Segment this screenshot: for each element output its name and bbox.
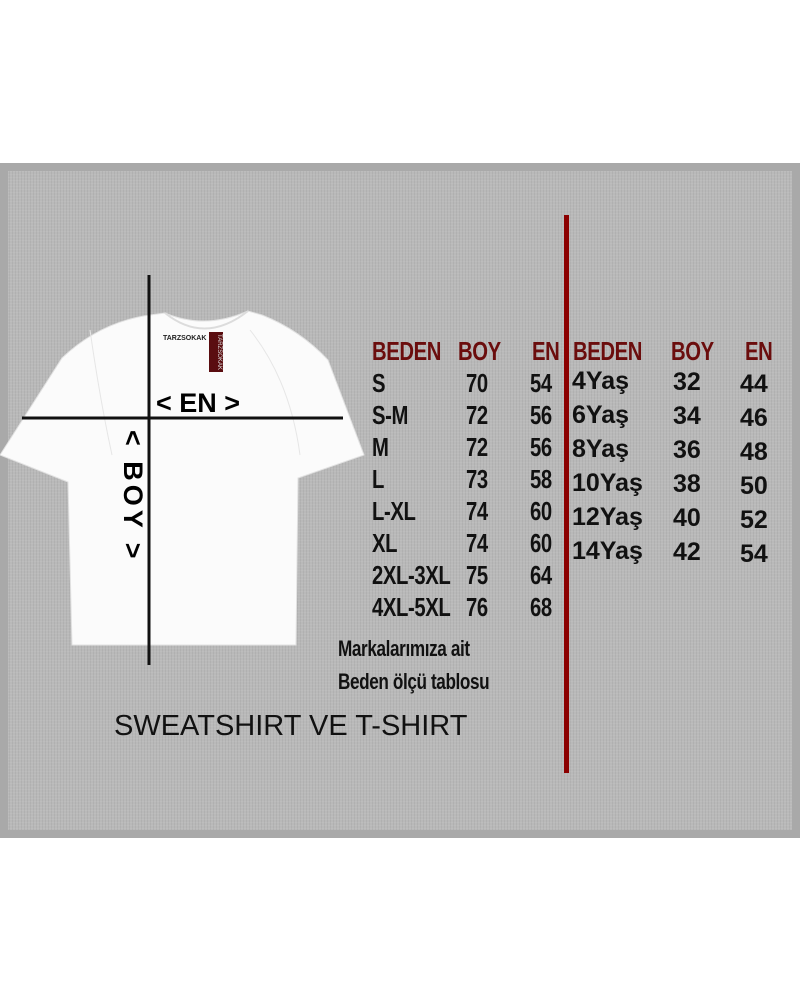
kids-size-cell: 12Yaş [572,503,643,531]
size-cell: L-XL [372,496,416,526]
hang-tag-text: TARZSOKAK [216,334,222,370]
kids-width-cell: 48 [740,438,768,466]
kids-size-cell: 14Yaş [572,537,643,565]
kids-width-cell: 46 [740,404,768,432]
length-label: < BOY > [118,430,148,563]
size-cell: 4XL-5XL [372,592,451,622]
kids-size-cell: 6Yaş [572,401,630,429]
length-cell: 72 [466,432,488,462]
length-cell: 75 [466,560,488,590]
length-cell: 70 [466,368,488,398]
kids-header-beden: BEDEN [573,336,643,366]
length-cell: 73 [466,464,488,494]
width-cell: 56 [530,400,552,430]
length-cell: 76 [466,592,488,622]
width-cell: 64 [530,560,552,590]
length-cell: 74 [466,496,488,526]
kids-width-cell: 50 [740,472,768,500]
kids-length-cell: 32 [673,368,701,396]
size-cell: S-M [372,400,409,430]
size-cell: XL [372,528,398,558]
kids-header-boy: BOY [671,336,714,366]
kids-size-cell: 4Yaş [572,367,630,395]
neck-label: TARZSOKAK [163,335,207,342]
product-title: SWEATSHIRT VE T-SHIRT [114,710,468,742]
width-cell: 60 [530,528,552,558]
length-cell: 72 [466,400,488,430]
background-panel [0,163,800,838]
header-en: EN [532,336,560,366]
tshirt-illustration [0,275,365,665]
kids-length-cell: 38 [673,470,701,498]
width-cell: 56 [530,432,552,462]
size-cell: S [372,368,386,398]
kids-length-cell: 40 [673,504,701,532]
kids-width-cell: 44 [740,370,768,398]
size-cell: 2XL-3XL [372,560,451,590]
header-beden: BEDEN [372,336,442,366]
note-line-2: Beden ölçü tablosu [338,669,490,694]
size-cell: L [372,464,385,494]
divider-line [564,215,569,773]
hang-tag [209,332,223,372]
kids-length-cell: 42 [673,538,701,566]
width-label: < EN > [156,388,241,418]
width-cell: 58 [530,464,552,494]
kids-width-cell: 52 [740,506,768,534]
kids-width-cell: 54 [740,540,768,568]
width-cell: 54 [530,368,552,398]
length-cell: 74 [466,528,488,558]
kids-size-cell: 8Yaş [572,435,630,463]
kids-size-cell: 10Yaş [572,469,643,497]
kids-header-en: EN [745,336,773,366]
kids-length-cell: 36 [673,436,701,464]
width-cell: 60 [530,496,552,526]
size-cell: M [372,432,389,462]
width-cell: 68 [530,592,552,622]
note-line-1: Markalarımıza ait [338,636,470,661]
header-boy: BOY [458,336,501,366]
kids-length-cell: 34 [673,402,701,430]
